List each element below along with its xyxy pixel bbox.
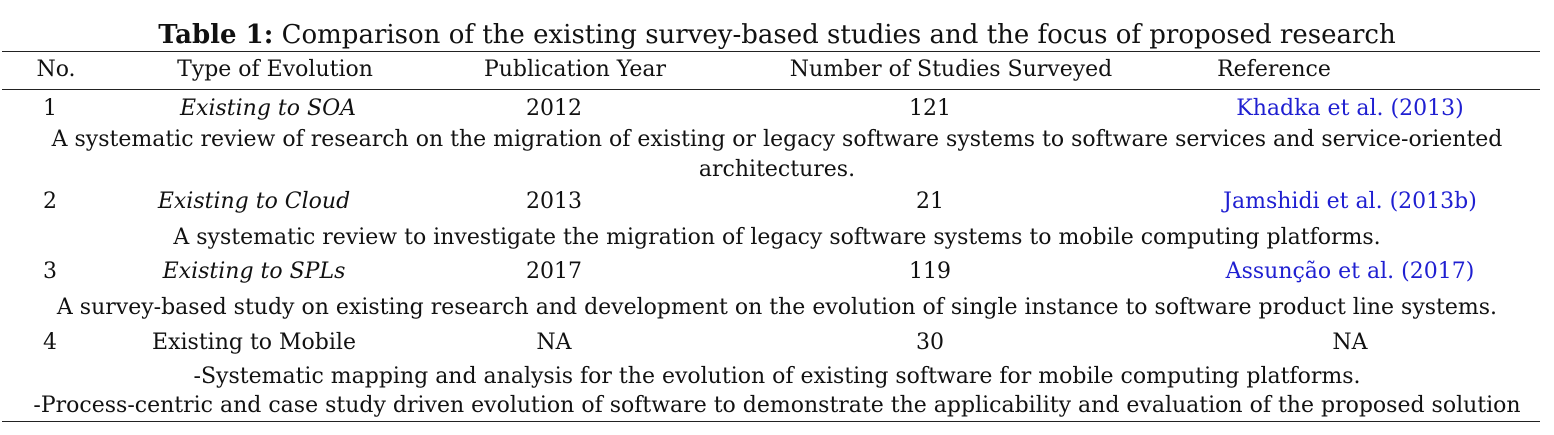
row1-no: 1 (43, 96, 57, 121)
row4-type: Existing to Mobile (152, 330, 356, 355)
row3-description-line1: A survey-based study on existing researc… (56, 295, 1498, 320)
row4-reference: NA (1332, 330, 1368, 355)
header-year: Publication Year (483, 57, 667, 82)
table-caption: Table 1: Comparison of the existing surv… (0, 18, 1554, 52)
row1-description-line1: A systematic review of research on the m… (51, 127, 1503, 152)
row2-reference-link[interactable]: Jamshidi et al. (2013b) (1223, 189, 1477, 214)
row1-description-line2: architectures. (698, 157, 856, 182)
header-type: Type of Evolution (177, 57, 373, 82)
row4-year: NA (536, 330, 572, 355)
row3-year: 2017 (526, 259, 582, 284)
row1-year: 2012 (526, 96, 582, 121)
row4-no: 4 (43, 330, 57, 355)
row1-type: Existing to SOA (180, 96, 356, 121)
row2-no: 2 (43, 189, 57, 214)
top-rule (2, 51, 1540, 52)
row1-studies: 121 (909, 96, 951, 121)
row3-reference-link[interactable]: Assunção et al. (2017) (1225, 259, 1475, 284)
header-no: No. (36, 57, 76, 82)
header-reference: Reference (1217, 57, 1331, 82)
header-studies: Number of Studies Surveyed (789, 57, 1113, 82)
table-caption-text: Comparison of the existing survey-based … (281, 20, 1396, 50)
row1-reference-link[interactable]: Khadka et al. (2013) (1236, 96, 1464, 121)
row2-studies: 21 (916, 189, 944, 214)
row3-studies: 119 (909, 259, 951, 284)
row3-no: 3 (43, 259, 57, 284)
row4-description-line2: -Process-centric and case study driven e… (33, 393, 1521, 418)
row2-year: 2013 (526, 189, 582, 214)
row3-type: Existing to SPLs (162, 259, 346, 284)
row4-description-line1: -Systematic mapping and analysis for the… (193, 364, 1361, 389)
table-caption-label: Table 1: (158, 20, 274, 50)
row2-type: Existing to Cloud (157, 189, 351, 214)
header-rule (2, 89, 1540, 90)
row2-description-line1: A systematic review to investigate the m… (173, 225, 1381, 250)
bottom-rule (2, 421, 1540, 422)
row4-studies: 30 (916, 330, 944, 355)
